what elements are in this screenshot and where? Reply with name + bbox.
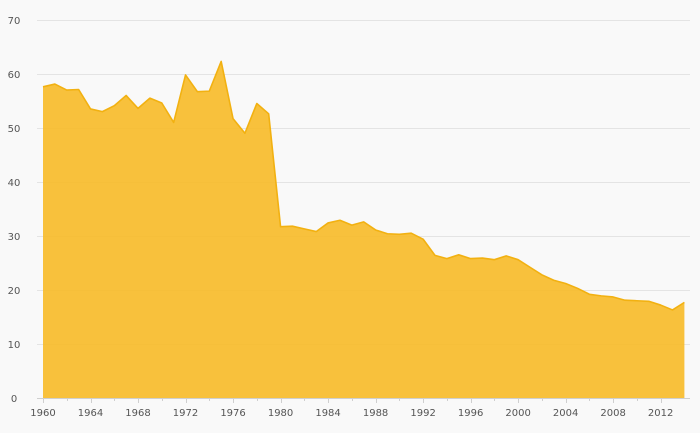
data-point-1997[interactable]: [480, 256, 484, 260]
x-axis: 1960 1964 1968 1972 1976 1980 1984 1988 1992 1996…: [30, 398, 690, 419]
data-point-1978[interactable]: [255, 102, 259, 106]
y-axis: 0 10 20 30 40 50 60 70: [8, 16, 21, 405]
x-tick-label: 1996: [458, 408, 483, 419]
data-point-1986[interactable]: [350, 223, 354, 227]
data-point-1965[interactable]: [100, 110, 104, 114]
data-point-1976[interactable]: [231, 117, 235, 121]
y-tick-label: 10: [8, 340, 21, 351]
data-point-1961[interactable]: [53, 82, 57, 86]
data-point-2014[interactable]: [682, 300, 686, 304]
data-point-1969[interactable]: [148, 96, 152, 100]
y-tick-label: 30: [8, 232, 21, 243]
data-point-1974[interactable]: [207, 89, 211, 93]
data-point-1988[interactable]: [374, 228, 378, 232]
area-fill: [43, 61, 685, 399]
data-point-1992[interactable]: [421, 237, 425, 241]
data-point-1981[interactable]: [290, 224, 294, 228]
x-tick-label: 2004: [553, 408, 578, 419]
data-point-1973[interactable]: [195, 90, 199, 94]
x-tick-label: 1960: [30, 408, 55, 419]
data-point-1996[interactable]: [469, 257, 473, 261]
data-point-2011[interactable]: [647, 299, 651, 303]
data-point-1987[interactable]: [362, 220, 366, 224]
data-point-1964[interactable]: [89, 107, 93, 111]
x-tick-label: 1968: [125, 408, 150, 419]
data-point-1980[interactable]: [279, 225, 283, 229]
data-point-2006[interactable]: [587, 292, 591, 296]
data-point-1962[interactable]: [65, 88, 69, 92]
data-point-2005[interactable]: [576, 286, 580, 290]
data-point-1984[interactable]: [326, 221, 330, 225]
data-point-1963[interactable]: [77, 88, 81, 92]
data-point-1998[interactable]: [492, 258, 496, 262]
y-tick-label: 60: [8, 70, 21, 81]
data-point-2008[interactable]: [611, 295, 615, 299]
data-point-1995[interactable]: [457, 253, 461, 257]
y-tick-label: 70: [8, 16, 21, 27]
data-point-1993[interactable]: [433, 253, 437, 257]
x-tick-label: 1988: [363, 408, 388, 419]
data-point-1990[interactable]: [397, 232, 401, 236]
data-point-2010[interactable]: [635, 299, 639, 303]
y-tick-label: 20: [8, 286, 21, 297]
plot-area: [41, 59, 686, 399]
x-tick-label: 1984: [315, 408, 340, 419]
data-point-1982[interactable]: [302, 227, 306, 231]
x-tick-label: 1976: [220, 408, 245, 419]
data-point-1971[interactable]: [172, 120, 176, 124]
data-point-2003[interactable]: [552, 278, 556, 282]
series-line: [42, 60, 685, 311]
data-point-1977[interactable]: [243, 131, 247, 135]
x-tick-label: 2008: [600, 408, 625, 419]
data-point-1960[interactable]: [41, 85, 45, 89]
data-point-1972[interactable]: [184, 73, 188, 77]
data-point-1970[interactable]: [160, 101, 164, 105]
data-point-2009[interactable]: [623, 298, 627, 302]
data-point-2012[interactable]: [659, 303, 663, 307]
data-point-2001[interactable]: [528, 265, 532, 269]
x-tick-label: 2000: [505, 408, 530, 419]
data-point-1999[interactable]: [504, 254, 508, 258]
data-point-1991[interactable]: [409, 231, 413, 235]
data-point-1985[interactable]: [338, 218, 342, 222]
data-point-1989[interactable]: [385, 232, 389, 236]
data-point-1979[interactable]: [267, 112, 271, 116]
data-point-1966[interactable]: [112, 104, 116, 108]
x-tick-label: 1964: [78, 408, 103, 419]
data-point-1994[interactable]: [445, 257, 449, 261]
x-tick-label: 1992: [410, 408, 435, 419]
data-point-2007[interactable]: [599, 294, 603, 298]
data-point-2004[interactable]: [564, 281, 568, 285]
data-point-2000[interactable]: [516, 258, 520, 262]
data-point-1975[interactable]: [219, 59, 223, 63]
y-tick-label: 50: [8, 124, 21, 135]
y-tick-label: 0: [11, 394, 17, 405]
x-tick-label: 1980: [268, 408, 293, 419]
data-point-1967[interactable]: [124, 93, 128, 97]
y-tick-label: 40: [8, 178, 21, 189]
x-tick-label: 2012: [648, 408, 673, 419]
data-point-2013[interactable]: [671, 308, 675, 312]
data-point-2002[interactable]: [540, 273, 544, 277]
data-point-1983[interactable]: [314, 230, 318, 234]
data-point-1968[interactable]: [136, 106, 140, 110]
x-tick-label: 1972: [173, 408, 198, 419]
